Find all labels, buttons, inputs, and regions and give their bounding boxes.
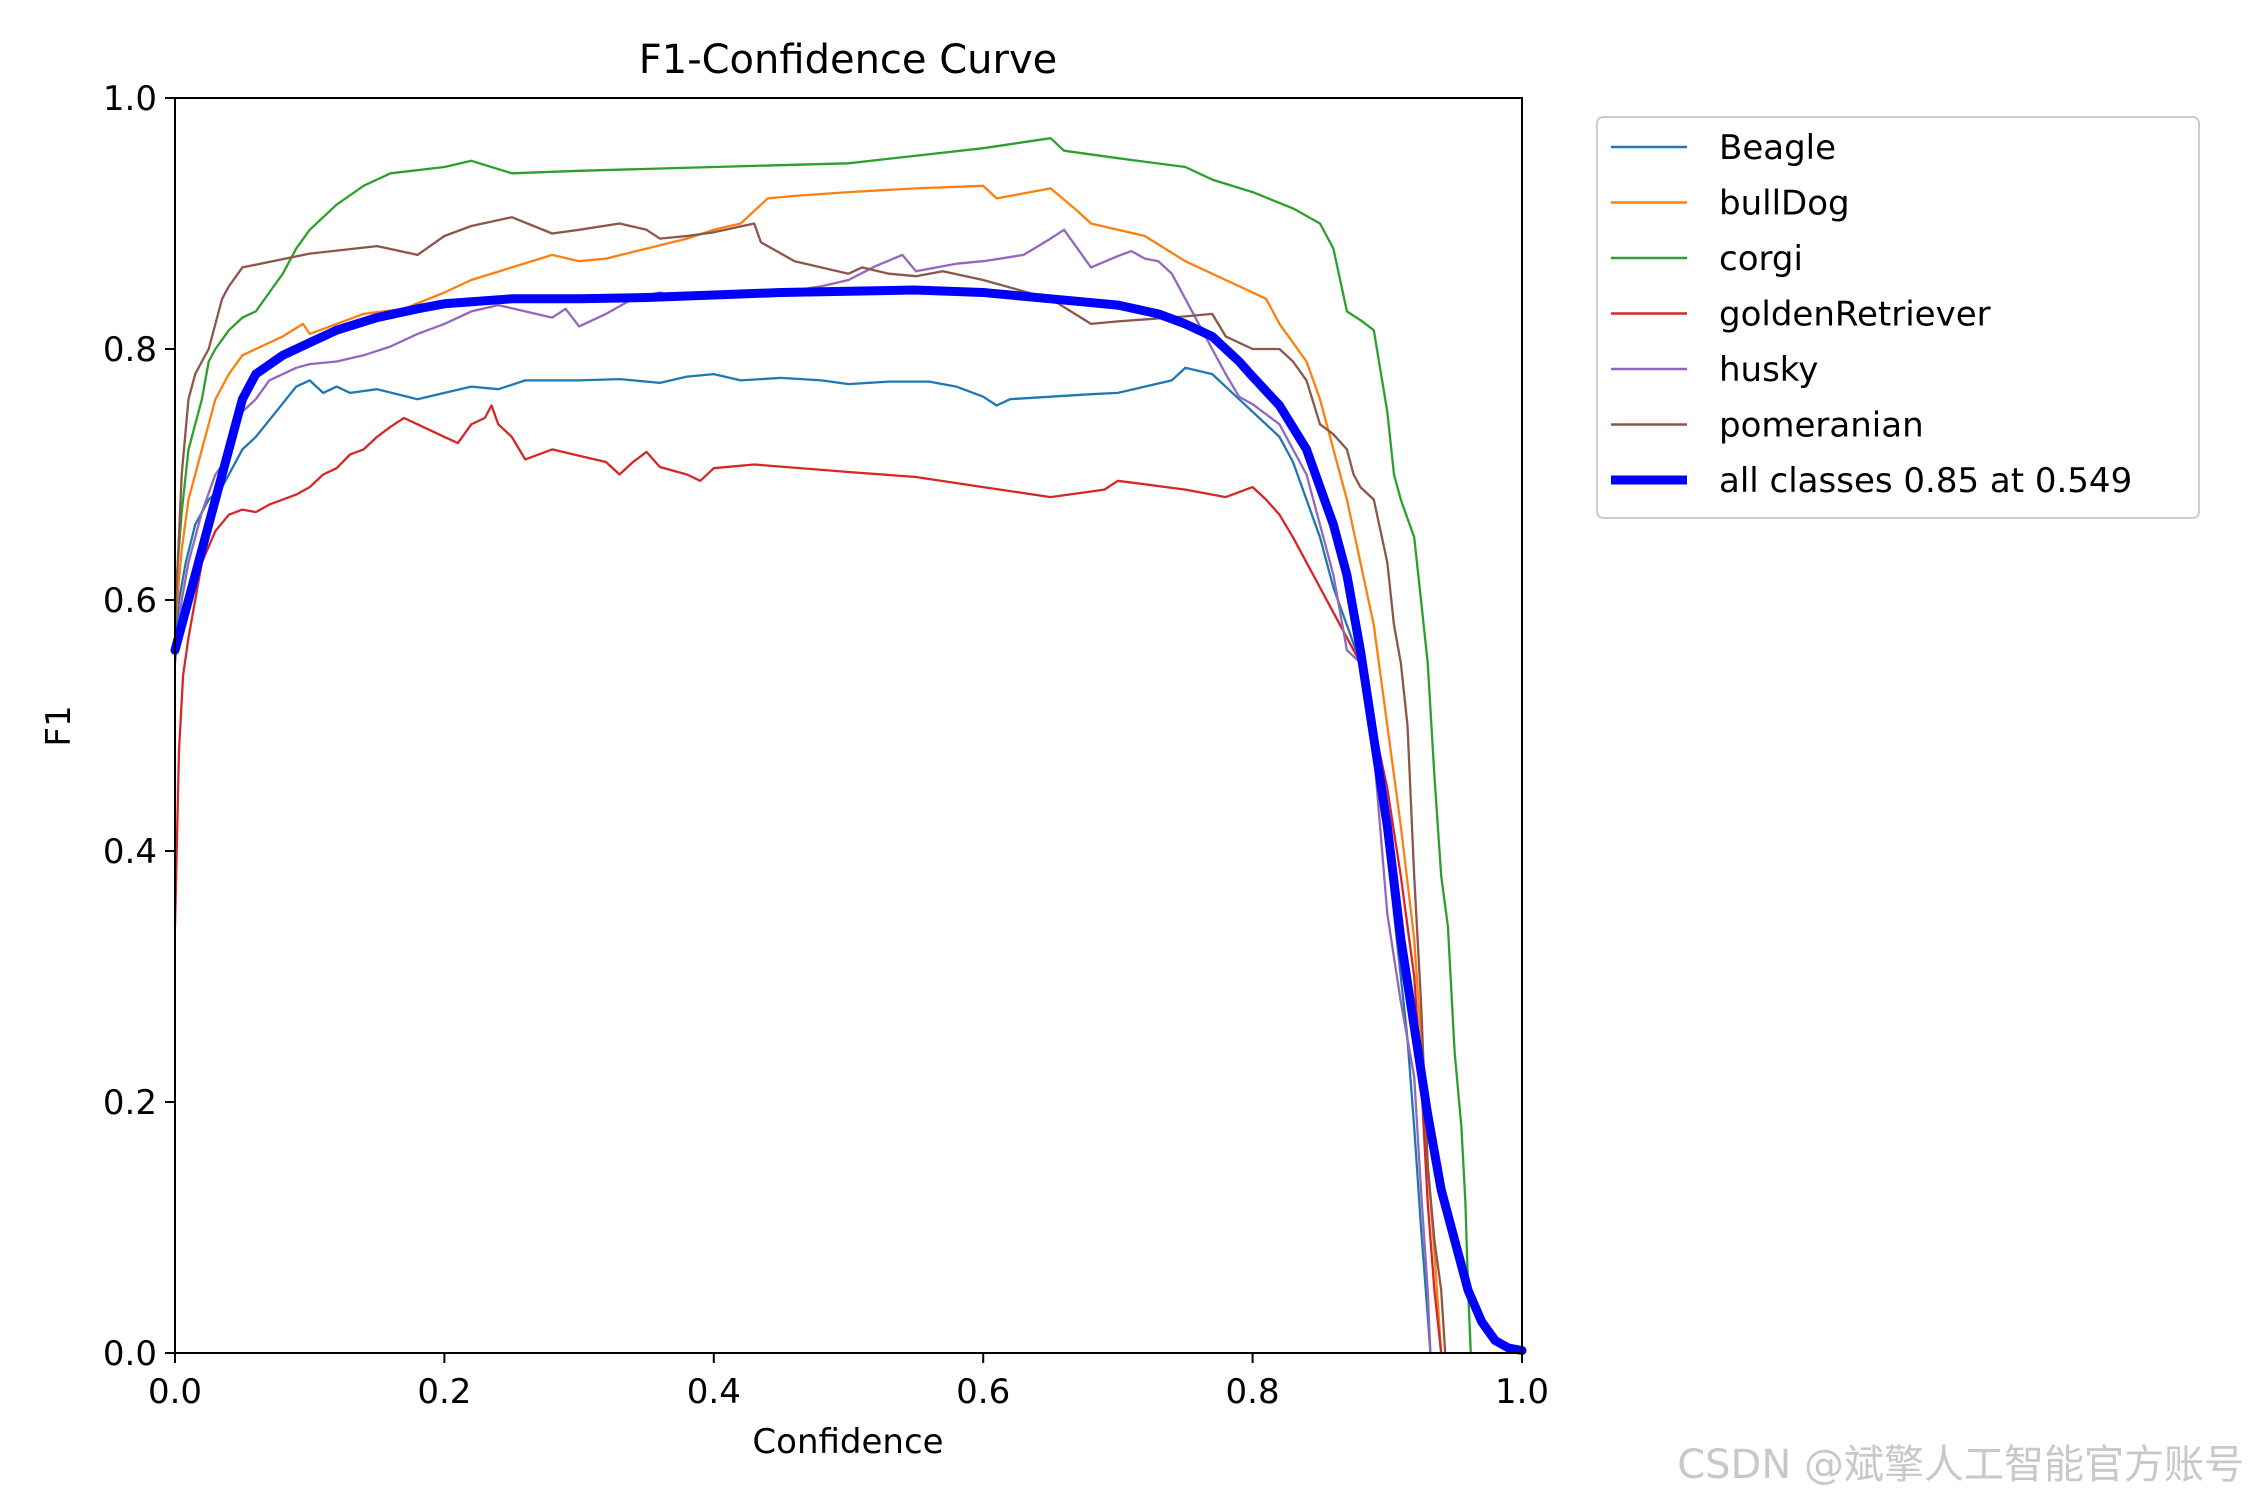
x-tick-label: 0.2 [417,1372,471,1412]
series-line-corgi [173,137,1472,1355]
series-line-husky [173,228,1432,1355]
legend-label: pomeranian [1719,406,1924,446]
series-line-all [170,285,1527,1355]
series-line-goldenretriever [173,404,1443,1355]
y-tick-label: 0.2 [103,1083,157,1123]
legend-label: corgi [1719,239,1803,279]
y-tick-label: 0.6 [103,581,157,621]
plot-frame [174,97,1523,1354]
legend-label: husky [1719,350,1818,390]
chart-title: F1-Confidence Curve [639,37,1058,83]
x-tick-label: 0.0 [148,1372,202,1412]
x-tick-label: 0.8 [1226,1372,1280,1412]
axes: 0.0 0.2 0.4 0.6 0.8 1.0 0.0 0.2 0.4 0.6 0.8 1.0 [103,79,1549,1412]
series-line-pomeranian [173,216,1447,1355]
watermark-text: CSDN @斌擎人工智能官方账号 [1677,1442,2244,1488]
y-tick-label: 0.4 [103,832,157,872]
legend: Beagle bullDog corgi goldenRetriever husky po… [1596,116,2200,519]
x-tick-label: 1.0 [1495,1372,1549,1412]
y-tick-label: 0.8 [103,330,157,370]
legend-label: bullDog [1719,184,1850,224]
legend-label: all classes 0.85 at 0.549 [1719,461,2132,501]
y-tick-label: 0.0 [103,1334,157,1374]
x-tick-label: 0.6 [956,1372,1010,1412]
legend-label: Beagle [1719,128,1836,168]
x-axis-label: Confidence [752,1422,943,1462]
y-axis-label: F1 [39,705,79,746]
plot-area [170,137,1527,1355]
legend-label: goldenRetriever [1719,295,1991,335]
legend-box [1596,116,2200,519]
series-line-bulldog [173,184,1443,1355]
y-tick-label: 1.0 [103,79,157,119]
series-line-beagle [173,366,1432,1355]
x-tick-label: 0.4 [687,1372,741,1412]
